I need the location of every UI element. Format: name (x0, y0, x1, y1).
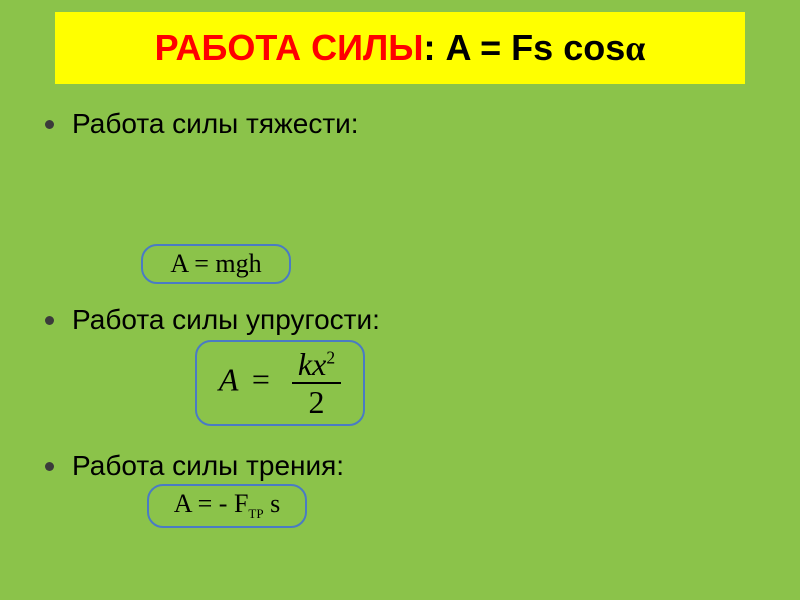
slide: РАБОТА СИЛЫ: A = Fs cosα Работа силы тяж… (0, 0, 800, 600)
formula-3: A = - FТР s (174, 489, 280, 522)
formula-2: A = kx2 2 (219, 348, 341, 418)
header-part2: : A = Fs cos (424, 27, 626, 68)
formula-3-sub: ТР (248, 507, 263, 522)
bullet-icon (45, 120, 54, 129)
formula-2-exp: 2 (326, 347, 335, 367)
formula-box-2: A = kx2 2 (195, 340, 365, 426)
formula-box-1: A = mgh (141, 244, 291, 284)
bullet-label-3: Работа силы трения: (72, 450, 344, 482)
formula-3-pre: A = - F (174, 489, 249, 518)
bullet-item-1: Работа силы тяжести: (45, 108, 800, 140)
formula-1: A = mgh (170, 249, 261, 279)
header-part3: α (625, 28, 645, 68)
formula-3-post: s (264, 489, 281, 518)
slide-content: Работа силы тяжести: A = mgh Работа силы… (0, 100, 800, 144)
bullet-item-2: Работа силы упругости: (45, 304, 380, 336)
bullet-item-3: Работа силы трения: (45, 450, 344, 482)
formula-2-denominator: 2 (309, 384, 325, 418)
slide-header: РАБОТА СИЛЫ: A = Fs cosα (55, 12, 745, 84)
formula-2-kx: kx (298, 346, 326, 382)
formula-box-3: A = - FТР s (147, 484, 307, 528)
bullet-label-1: Работа силы тяжести: (72, 108, 359, 140)
header-title: РАБОТА СИЛЫ: A = Fs cosα (155, 27, 646, 69)
formula-2-eq: = (252, 361, 270, 397)
formula-2-var: A (219, 361, 238, 397)
formula-2-fraction: kx2 2 (292, 348, 341, 418)
header-part1: РАБОТА СИЛЫ (155, 27, 424, 68)
formula-2-numerator: kx2 (292, 348, 341, 384)
bullet-icon (45, 462, 54, 471)
bullet-label-2: Работа силы упругости: (72, 304, 380, 336)
bullet-icon (45, 316, 54, 325)
